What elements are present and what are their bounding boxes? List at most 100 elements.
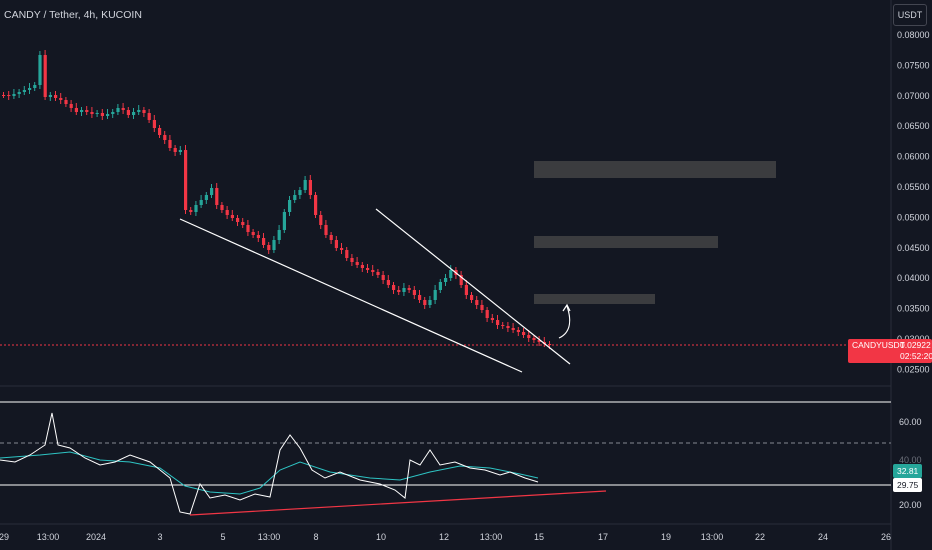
price-tick-label: 0.04500 <box>897 243 930 253</box>
candle-body <box>516 330 520 332</box>
time-tick-label: 5 <box>220 532 225 542</box>
candle-body <box>376 272 380 275</box>
candle-body <box>418 295 422 300</box>
time-tick-label: 10 <box>376 532 386 542</box>
candle-body <box>163 135 167 140</box>
time-axis[interactable]: 29 13:00 2024 3 5 13:00 8 10 12 13:00 15 17 19 13:00 2… <box>0 532 891 542</box>
candle-body <box>173 148 177 152</box>
rsi-axis[interactable]: 60.00 40.00 20.00 <box>899 417 922 510</box>
candle-body <box>100 113 104 116</box>
candle-body <box>126 110 130 115</box>
candlestick-series[interactable] <box>2 50 552 349</box>
candle-body <box>490 318 494 320</box>
currency-button[interactable]: USDT <box>893 4 927 26</box>
rsi-line[interactable] <box>0 412 539 515</box>
candle-body <box>397 290 401 292</box>
candle-body <box>48 95 52 97</box>
rsi-ma-value-badge: 29.75 <box>893 478 923 492</box>
candle-body <box>355 262 359 265</box>
resistance-zone-1[interactable] <box>534 161 776 178</box>
candle-body <box>256 235 260 238</box>
candle-body <box>527 335 531 338</box>
rsi-tick-label: 40.00 <box>899 455 922 465</box>
last-price-badge: CANDYUSDT 0.02922 02:52:20 <box>848 339 932 363</box>
candle-body <box>329 235 333 240</box>
candle-body <box>12 94 16 96</box>
candle-body <box>324 225 328 235</box>
candle-body <box>506 326 510 328</box>
candle-body <box>272 240 276 250</box>
wedge-lower-trendline[interactable] <box>179 218 523 373</box>
candle-body <box>59 98 63 100</box>
candle-body <box>204 195 208 200</box>
candle-body <box>199 200 203 205</box>
candle-body <box>2 95 6 96</box>
wedge-upper-trendline[interactable] <box>375 208 571 365</box>
candle-body <box>345 250 349 258</box>
candle-body <box>537 340 541 342</box>
candle-body <box>22 90 26 92</box>
candle-body <box>251 232 255 235</box>
candle-body <box>178 150 182 152</box>
candle-body <box>64 100 68 104</box>
symbol-title[interactable]: CANDY / Tether, 4h, KUCOIN <box>4 9 142 21</box>
candle-body <box>459 275 463 285</box>
rsi-value-badge: 32.81 <box>893 464 923 478</box>
rsi-divergence-trendline[interactable] <box>189 490 607 516</box>
time-tick-label: 19 <box>661 532 671 542</box>
arrow-head-icon <box>562 303 571 312</box>
candle-body <box>277 230 281 240</box>
candle-body <box>371 270 375 272</box>
candle-body <box>28 88 32 90</box>
time-tick-label: 12 <box>439 532 449 542</box>
candle-body <box>137 110 141 112</box>
candle-body <box>360 265 364 268</box>
resistance-zone-3[interactable] <box>534 294 655 304</box>
candle-body <box>480 305 484 310</box>
candle-body <box>220 205 224 210</box>
candle-body <box>168 140 172 148</box>
time-tick-label: 29 <box>0 532 9 542</box>
candle-body <box>282 212 286 230</box>
price-tick-label: 0.03500 <box>897 304 930 314</box>
candle-body <box>428 300 432 305</box>
candle-body <box>412 290 416 295</box>
candle-body <box>80 110 84 112</box>
candle-body <box>308 180 312 195</box>
candle-body <box>69 104 73 108</box>
price-tick-label: 0.05500 <box>897 182 930 192</box>
candle-body <box>392 285 396 290</box>
resistance-zone-2[interactable] <box>534 236 718 248</box>
candle-body <box>350 258 354 262</box>
candle-body <box>17 92 21 94</box>
breakout-arrow[interactable] <box>558 305 571 339</box>
time-tick-label: 26 <box>881 532 891 542</box>
candle-body <box>298 190 302 195</box>
candle-body <box>184 150 188 210</box>
price-badge-symbol: CANDYUSDT <box>852 340 905 350</box>
time-tick-label: 8 <box>313 532 318 542</box>
candle-body <box>241 222 245 225</box>
price-tick-label: 0.07500 <box>897 60 930 70</box>
price-axis[interactable]: 0.08000 0.07500 0.07000 0.06500 0.06000 0.055… <box>897 30 930 374</box>
candle-body <box>444 278 448 282</box>
candle-body <box>381 275 385 280</box>
rsi-ma-line[interactable] <box>0 451 539 495</box>
candle-body <box>230 215 234 218</box>
candle-body <box>267 245 271 250</box>
price-badge-countdown: 02:52:20 <box>900 351 932 361</box>
candle-body <box>142 110 146 113</box>
candle-body <box>303 180 307 190</box>
candle-body <box>386 280 390 285</box>
time-tick-label: 13:00 <box>258 532 281 542</box>
candle-body <box>485 310 489 318</box>
candle-body <box>194 205 198 212</box>
candle-body <box>496 320 500 325</box>
candle-body <box>111 112 115 114</box>
time-tick-label: 13:00 <box>37 532 60 542</box>
candle-body <box>293 195 297 200</box>
time-tick-label: 22 <box>755 532 765 542</box>
candle-body <box>288 200 292 212</box>
candle-body <box>511 328 515 330</box>
